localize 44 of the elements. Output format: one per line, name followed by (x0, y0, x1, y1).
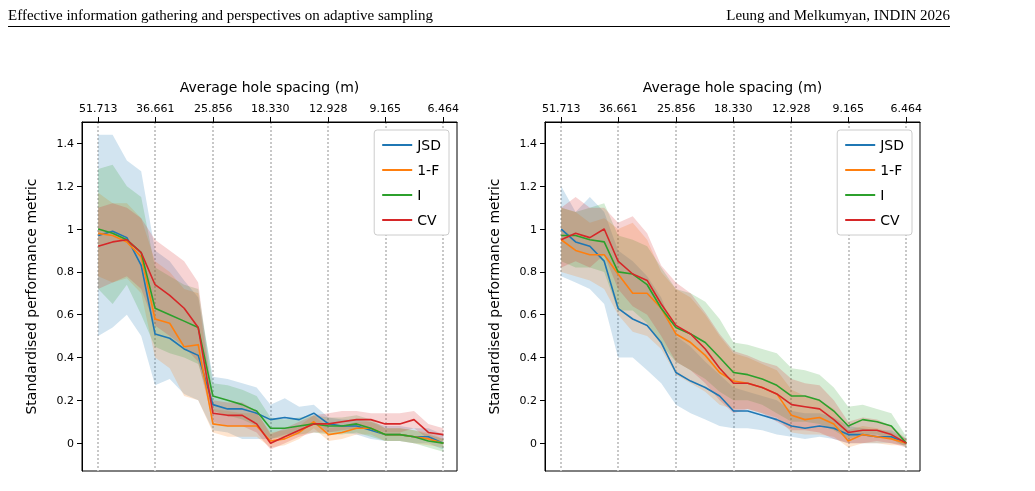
x-tick-label: 25.856 (656, 102, 696, 115)
x-tick-label: 36.661 (135, 102, 175, 115)
y-tick-label: 0.4 (519, 351, 537, 365)
y-tick-label: 0.8 (519, 265, 537, 279)
y-axis-title: Standardised performance metric (23, 178, 39, 415)
legend-label: CV (880, 212, 900, 228)
y-tick-label: 0.6 (56, 308, 74, 322)
x-tick-label: 12.928 (771, 102, 811, 115)
legend-label: JSD (879, 137, 904, 153)
x-tick-label: 51.713 (78, 102, 118, 115)
y-tick-label: 1.4 (56, 136, 74, 150)
legend-label: I (880, 187, 885, 203)
x-tick-label: 6.464 (427, 102, 459, 115)
y-tick-label: 0 (67, 436, 74, 450)
y-tick-label: 1 (67, 222, 74, 236)
x-tick-label: 18.330 (251, 102, 290, 115)
x-axis-title: Average hole spacing (m) (179, 79, 360, 95)
x-tick-label: 25.856 (193, 102, 233, 115)
y-tick-label: 1 (530, 222, 537, 236)
legend-label: I (417, 187, 422, 203)
legend-label: 1-F (880, 162, 903, 178)
x-tick-label: 18.330 (714, 102, 753, 115)
x-tick-label: 9.165 (832, 102, 865, 115)
legend-label: 1-F (417, 162, 440, 178)
x-tick-label: 51.713 (541, 102, 581, 115)
legend-label: CV (417, 212, 437, 228)
x-tick-label: 6.464 (890, 102, 922, 115)
x-tick-label: 36.661 (598, 102, 638, 115)
y-tick-label: 0.2 (56, 393, 74, 407)
x-tick-label: 12.928 (308, 102, 348, 115)
y-tick-label: 0.4 (56, 351, 74, 365)
y-axis-title: Standardised performance metric (486, 178, 502, 415)
y-tick-label: 0.6 (519, 308, 537, 322)
text: Effective information gathering and perspectives on adaptive sampling (8, 6, 434, 25)
y-tick-label: 0.2 (519, 393, 537, 407)
x-tick-label: 9.165 (369, 102, 402, 115)
legend-label: JSD (416, 137, 441, 153)
y-tick-label: 1.2 (519, 179, 537, 193)
y-tick-label: 1.4 (519, 136, 537, 150)
x-axis-title: Average hole spacing (m) (642, 79, 823, 95)
text: Leung and Melkumyan, INDIN 2026 (726, 6, 950, 25)
y-tick-label: 0 (530, 436, 537, 450)
y-tick-label: 1.2 (56, 179, 74, 193)
y-tick-label: 0.8 (56, 265, 74, 279)
